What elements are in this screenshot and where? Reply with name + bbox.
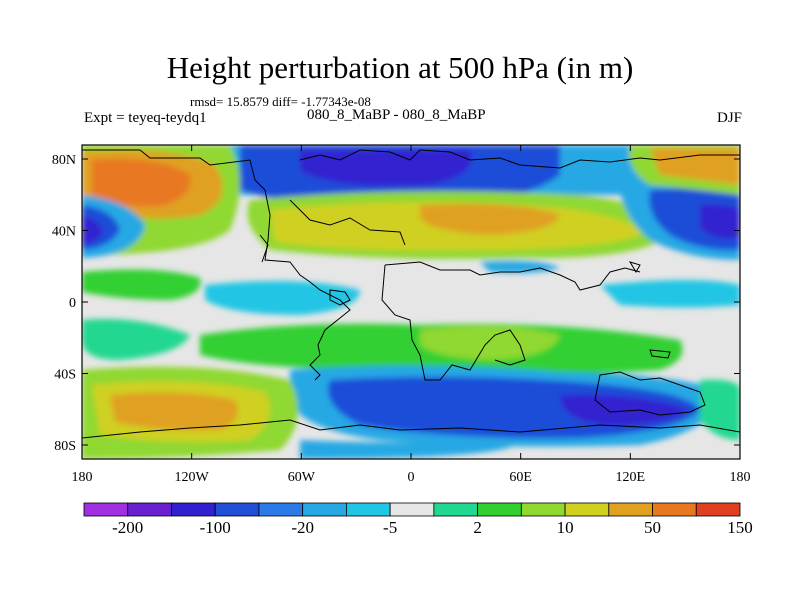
colorbar-swatch (520, 502, 566, 517)
x-tick-label: 180 (72, 470, 93, 485)
colorbar-swatch (214, 502, 260, 517)
contour-field (82, 145, 740, 459)
colorbar-swatch (608, 502, 653, 517)
colorbar-label: 150 (727, 518, 753, 537)
run-subtitle: 080_8_MaBP - 080_8_MaBP (307, 107, 486, 123)
colorbar: -200 -100 -20 -5 2 10 50 150 (83, 502, 753, 537)
colorbar-swatch (345, 502, 391, 517)
colorbar-label: 50 (644, 518, 661, 537)
colorbar-swatch (127, 502, 172, 517)
experiment-label: Expt = teyeq-teydq1 (84, 110, 207, 126)
colorbar-swatch (83, 502, 129, 517)
y-tick-label: 40N (52, 225, 76, 240)
x-tick-label: 60E (509, 470, 532, 485)
y-tick-label: 80S (54, 439, 76, 454)
y-tick-label: 0 (69, 296, 76, 311)
colorbar-swatch (302, 502, 347, 517)
colorbar-swatch (389, 502, 435, 517)
colorbar-label: -5 (383, 518, 397, 537)
rmsd-stats: rmsd= 15.8579 diff= -1.77343e-08 (190, 94, 371, 109)
season-label: DJF (716, 110, 742, 126)
x-tick-label: 180 (730, 470, 751, 485)
colorbar-label: -100 (200, 518, 231, 537)
y-tick-label: 80N (52, 153, 76, 168)
coastlines (82, 149, 740, 439)
colorbar-swatch (695, 502, 741, 517)
x-tick-label: 60W (288, 470, 316, 485)
colorbar-swatch (258, 502, 304, 517)
colorbar-label: -200 (112, 518, 143, 537)
map-title: Height perturbation at 500 hPa (in m) (166, 50, 634, 85)
colorbar-swatch (652, 502, 697, 517)
colorbar-label: 2 (473, 518, 482, 537)
colorbar-swatch (564, 502, 610, 517)
axes: 80N 40N 0 40S 80S 180 120W 60W 0 60E 120E 180 (52, 145, 751, 485)
colorbar-swatch (433, 502, 479, 517)
colorbar-label: 10 (557, 518, 574, 537)
x-tick-label: 0 (408, 470, 415, 485)
colorbar-swatch (477, 502, 522, 517)
x-tick-label: 120W (175, 470, 210, 485)
x-tick-label: 120E (616, 470, 646, 485)
colorbar-swatch (171, 502, 216, 517)
y-tick-label: 40S (54, 368, 76, 383)
colorbar-label: -20 (291, 518, 314, 537)
